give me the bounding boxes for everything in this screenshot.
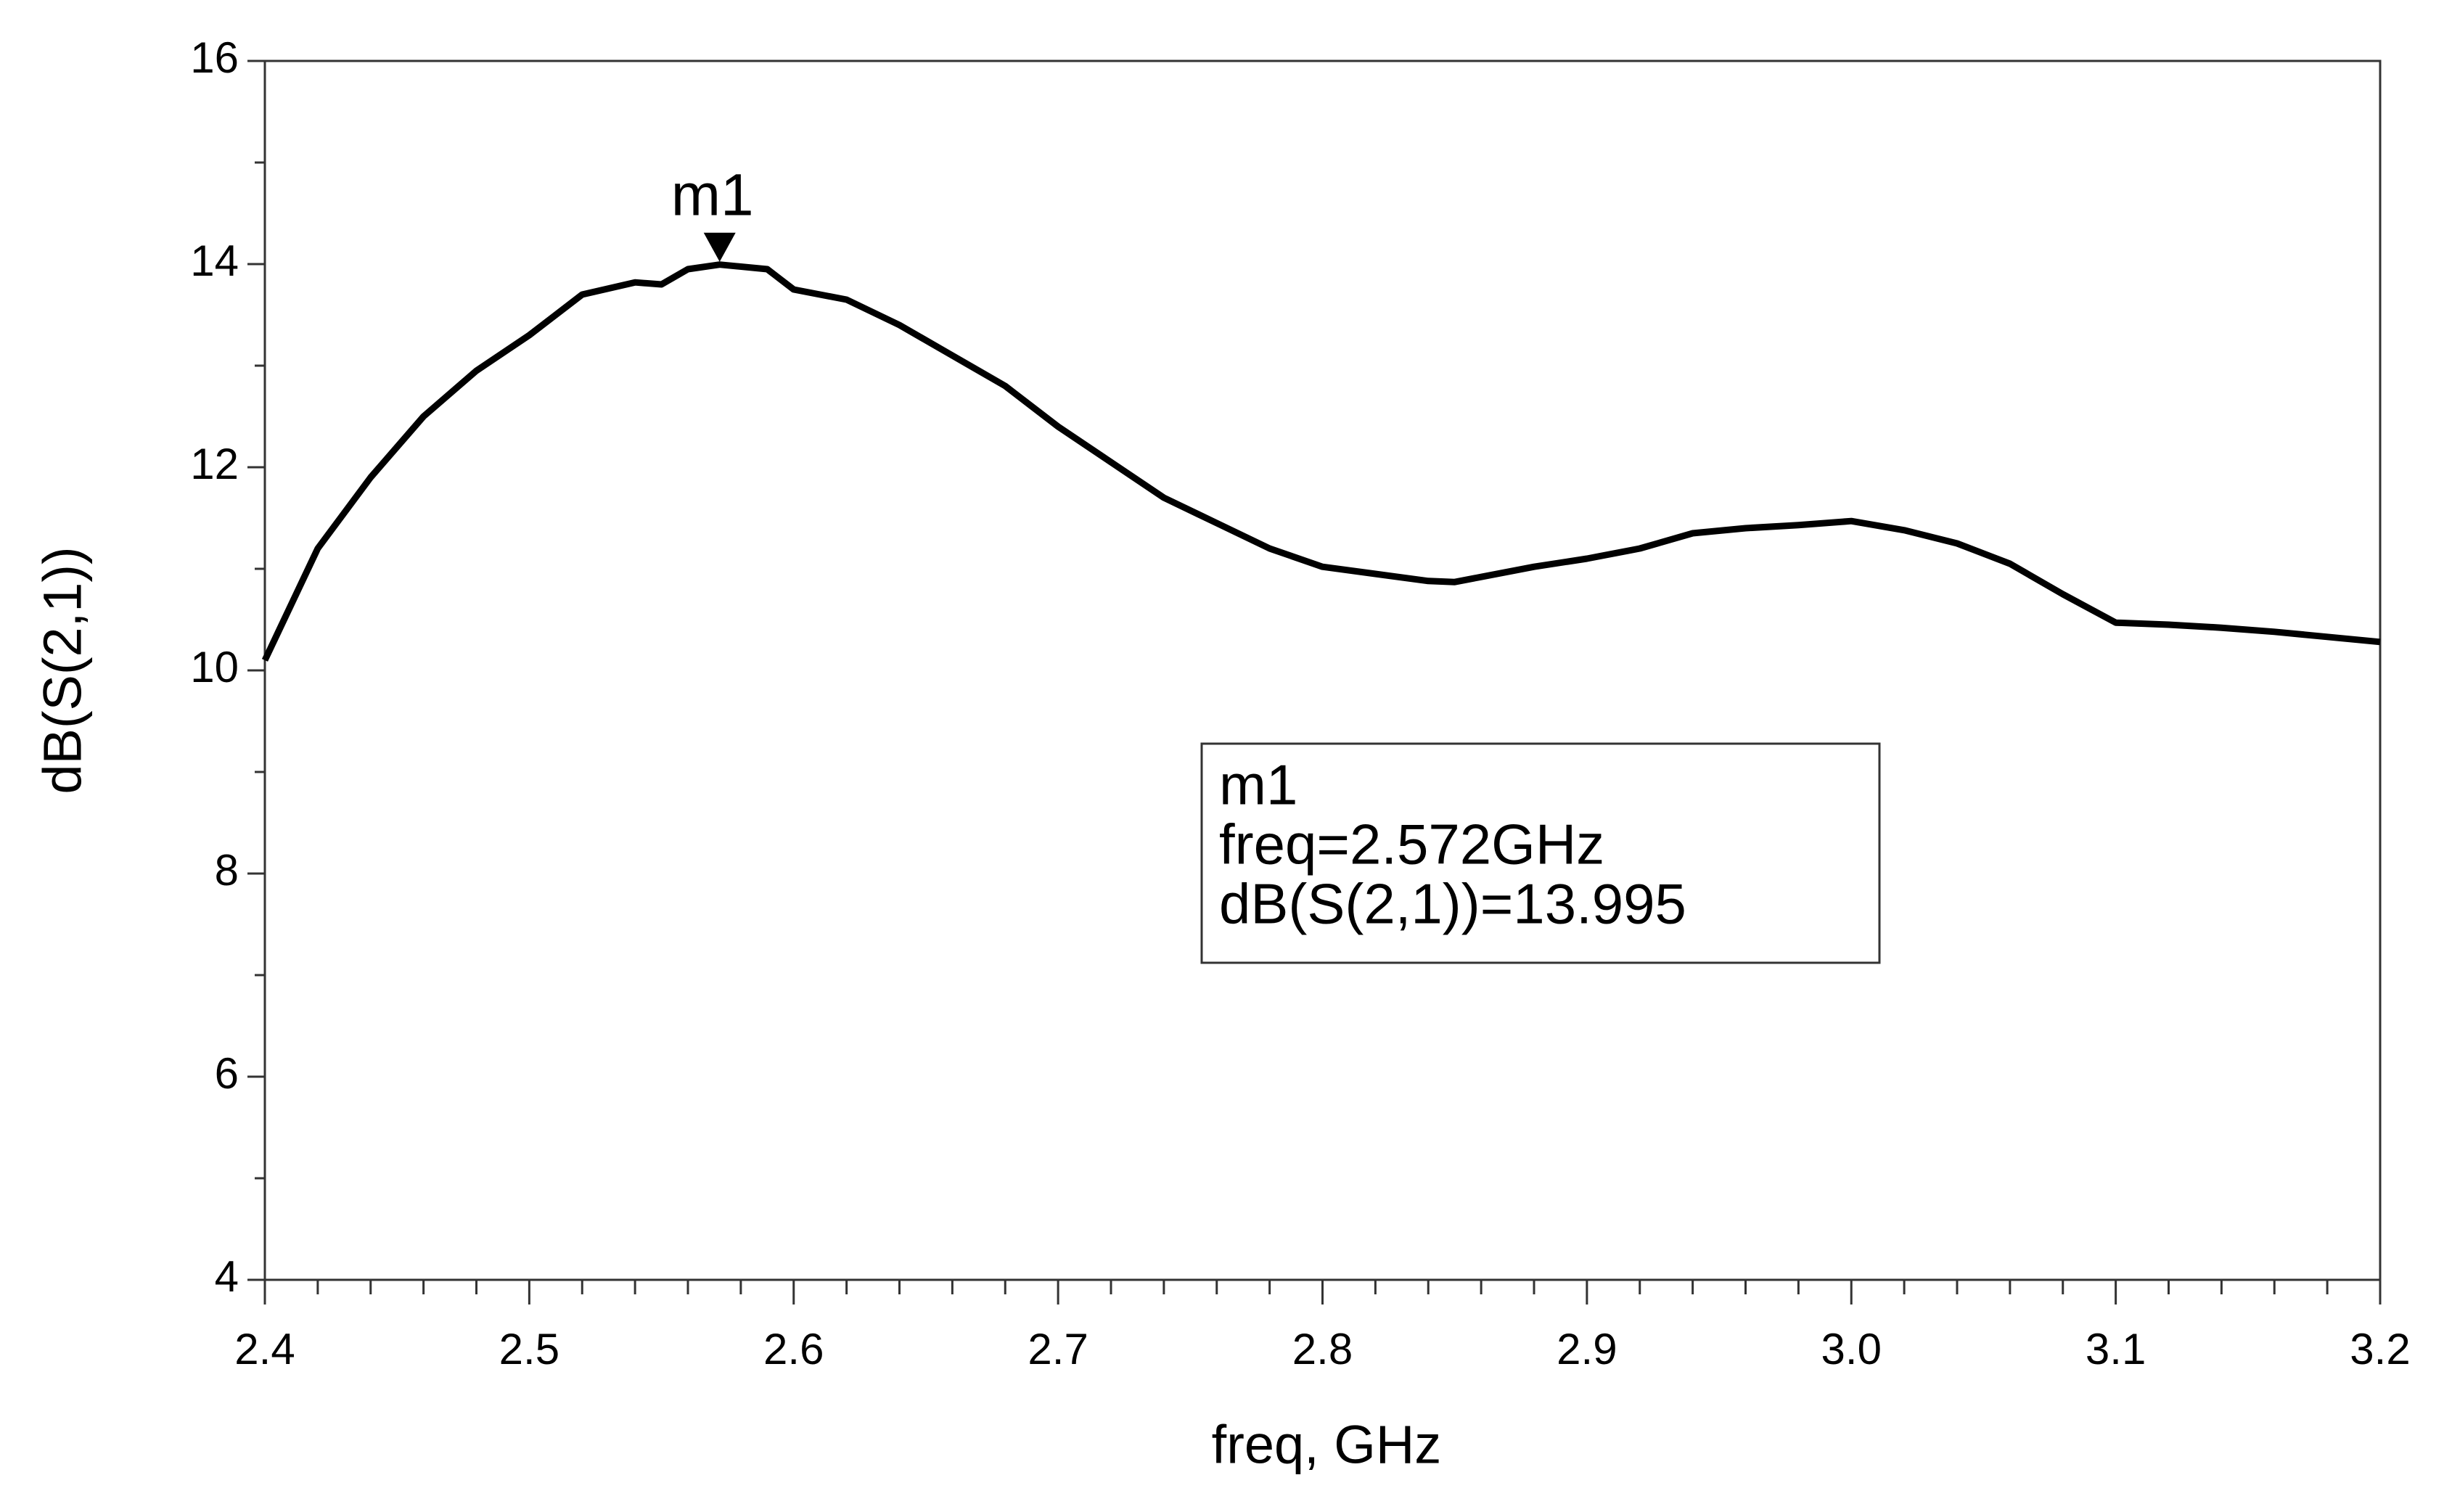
x-tick-label: 3.1 (2086, 1325, 2146, 1373)
y-tick-label: 16 (190, 33, 239, 82)
x-tick-label: 2.7 (1028, 1325, 1088, 1373)
x-axis-label: freq, GHz (1212, 1415, 1442, 1475)
x-tick-label: 2.9 (1557, 1325, 1617, 1373)
y-tick-label: 14 (190, 237, 239, 285)
x-tick-label: 2.4 (234, 1325, 295, 1373)
marker-readout-box (1200, 742, 1881, 964)
marker-label: m1 (671, 162, 754, 228)
y-axis-label: dB(S(2,1)) (33, 546, 93, 794)
y-tick-label: 4 (215, 1252, 239, 1301)
x-tick-label: 2.5 (499, 1325, 559, 1373)
marker-readout-line: dB(S(2,1))=13.995 (1219, 872, 1686, 936)
x-tick-label: 2.6 (763, 1325, 824, 1373)
marker-readout-line: freq=2.572GHz (1219, 813, 1604, 876)
x-tick-label: 3.2 (2350, 1325, 2410, 1373)
marker-triangle (703, 232, 736, 262)
y-tick-label: 8 (215, 846, 239, 895)
data-line (261, 261, 2381, 662)
x-tick-label: 2.8 (1292, 1325, 1353, 1373)
y-tick-label: 10 (190, 643, 239, 691)
x-tick-label: 3.0 (1821, 1325, 1882, 1373)
marker-readout-line: m1 (1219, 753, 1297, 817)
plot-frame (263, 59, 2382, 1281)
y-tick-label: 12 (190, 440, 239, 488)
y-tick-label: 6 (215, 1049, 239, 1098)
